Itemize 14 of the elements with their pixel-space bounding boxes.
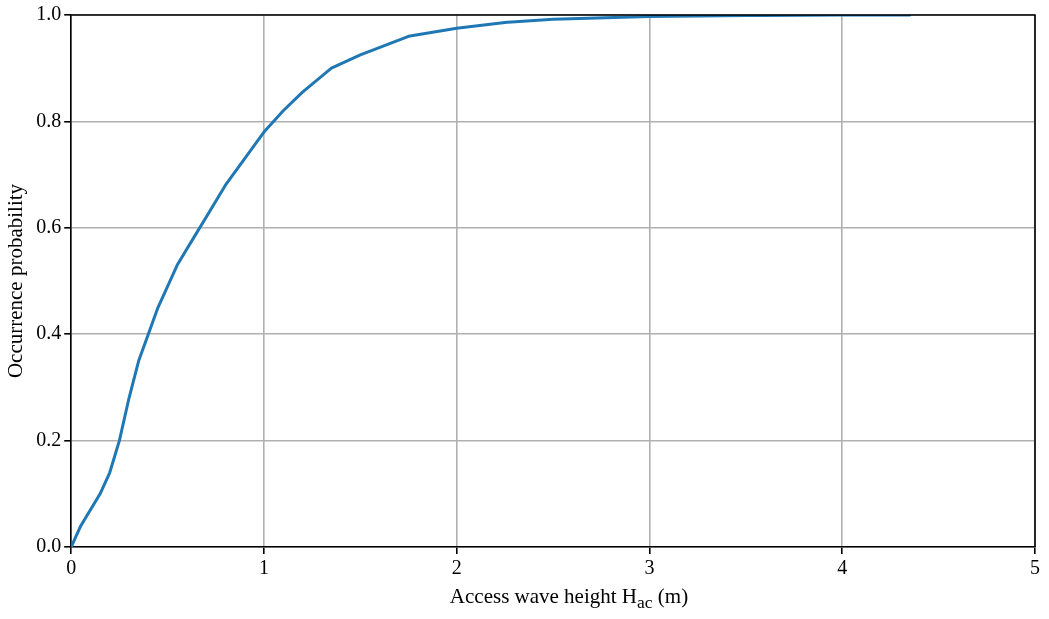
x-tick-label: 5 <box>1030 556 1040 579</box>
x-tick-label: 0 <box>66 556 77 579</box>
y-tick-label: 0.6 <box>36 215 62 238</box>
y-tick-label: 0.4 <box>36 321 62 344</box>
x-tick-label: 4 <box>837 556 848 579</box>
x-tick-label: 2 <box>451 556 462 579</box>
y-tick-label: 0.2 <box>36 427 62 450</box>
x-tick-label: 1 <box>258 556 269 579</box>
y-axis-title: Occurrence probability <box>3 183 28 379</box>
y-tick-label: 1.0 <box>36 2 62 25</box>
y-tick-label: 0.0 <box>36 534 62 557</box>
x-axis-title: Access wave height H$_{ac}$ (m) <box>448 584 690 614</box>
x-tick-label: 3 <box>644 556 655 579</box>
y-tick-label: 0.8 <box>36 108 62 131</box>
